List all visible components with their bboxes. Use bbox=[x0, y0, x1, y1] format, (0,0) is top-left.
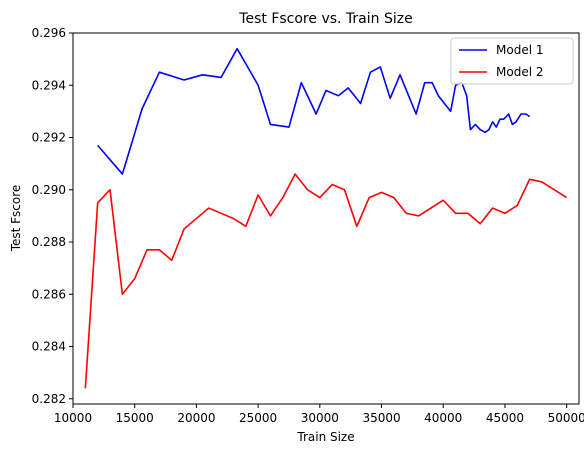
legend: Model 1 Model 2 bbox=[450, 37, 574, 85]
legend-label: Model 2 bbox=[496, 65, 543, 79]
y-tick-label: 0.290 bbox=[32, 183, 66, 197]
x-tick-label: 40000 bbox=[424, 411, 462, 425]
y-axis: 0.282 0.284 0.286 0.288 0.290 0.292 0.294 0.296 bbox=[32, 26, 73, 406]
series-line-1 bbox=[97, 47, 531, 175]
x-axis: 10000 15000 20000 25000 30000 35000 40000 45000… bbox=[54, 404, 584, 425]
y-tick-label: 0.282 bbox=[32, 392, 66, 406]
y-tick-label: 0.292 bbox=[32, 131, 66, 145]
plot-frame bbox=[72, 32, 580, 405]
x-tick-label: 45000 bbox=[486, 411, 524, 425]
y-tick-label: 0.284 bbox=[32, 340, 66, 354]
y-tick-label: 0.294 bbox=[32, 78, 66, 92]
y-axis-label: Test Fscore bbox=[9, 185, 23, 253]
chart-title: Test Fscore vs. Train Size bbox=[238, 11, 412, 27]
series-line-2 bbox=[84, 173, 568, 389]
series-layer bbox=[84, 47, 568, 389]
x-tick-label: 50000 bbox=[548, 411, 584, 425]
legend-label: Model 1 bbox=[496, 43, 543, 57]
x-tick-label: 35000 bbox=[362, 411, 400, 425]
x-tick-label: 15000 bbox=[116, 411, 154, 425]
x-tick-label: 20000 bbox=[177, 411, 215, 425]
x-tick-label: 30000 bbox=[301, 411, 339, 425]
x-tick-label: 10000 bbox=[54, 411, 92, 425]
x-axis-label: Train Size bbox=[296, 430, 354, 444]
y-tick-label: 0.296 bbox=[32, 26, 66, 40]
x-tick-label: 25000 bbox=[239, 411, 277, 425]
y-tick-label: 0.286 bbox=[32, 287, 66, 301]
y-tick-label: 0.288 bbox=[32, 235, 66, 249]
